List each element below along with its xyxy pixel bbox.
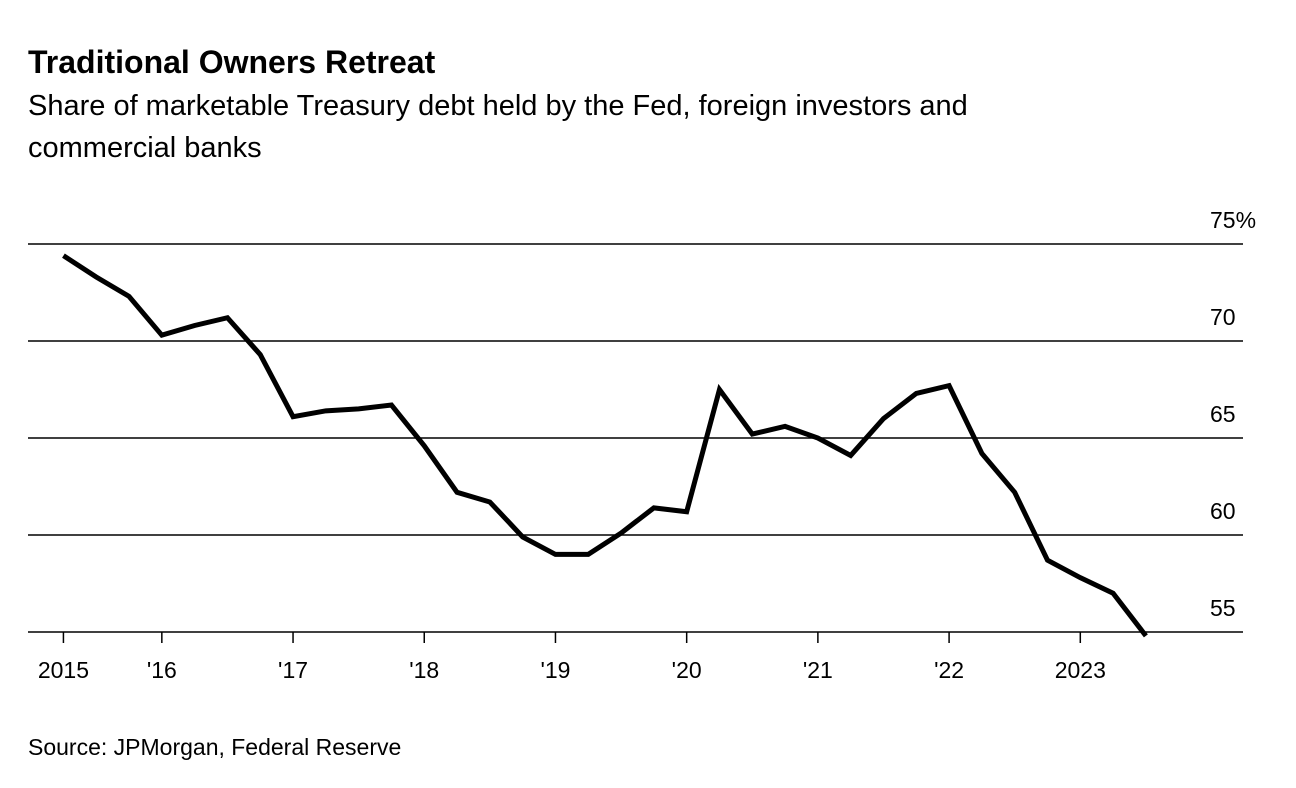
y-tick-label: 75%: [1210, 207, 1256, 233]
y-tick-label: 55: [1210, 595, 1236, 621]
chart-subtitle: Share of marketable Treasury debt held b…: [28, 90, 968, 122]
x-tick-label: 2015: [38, 657, 89, 683]
x-tick-label: '17: [278, 657, 308, 683]
chart-title: Traditional Owners Retreat: [28, 44, 436, 80]
x-tick-label: '22: [934, 657, 964, 683]
y-tick-label: 60: [1210, 498, 1236, 524]
source: Source: JPMorgan, Federal Reserve: [28, 734, 401, 760]
x-tick-label: '20: [672, 657, 702, 683]
x-tick-label: '16: [147, 657, 177, 683]
x-tick-label: '21: [803, 657, 833, 683]
x-tick-label: '19: [540, 657, 570, 683]
y-tick-label: 70: [1210, 304, 1236, 330]
x-tick-label: 2023: [1055, 657, 1106, 683]
x-tick-label: '18: [409, 657, 439, 683]
y-tick-label: 65: [1210, 401, 1236, 427]
chart-subtitle: commercial banks: [28, 132, 262, 164]
series-line: [62, 253, 1148, 638]
